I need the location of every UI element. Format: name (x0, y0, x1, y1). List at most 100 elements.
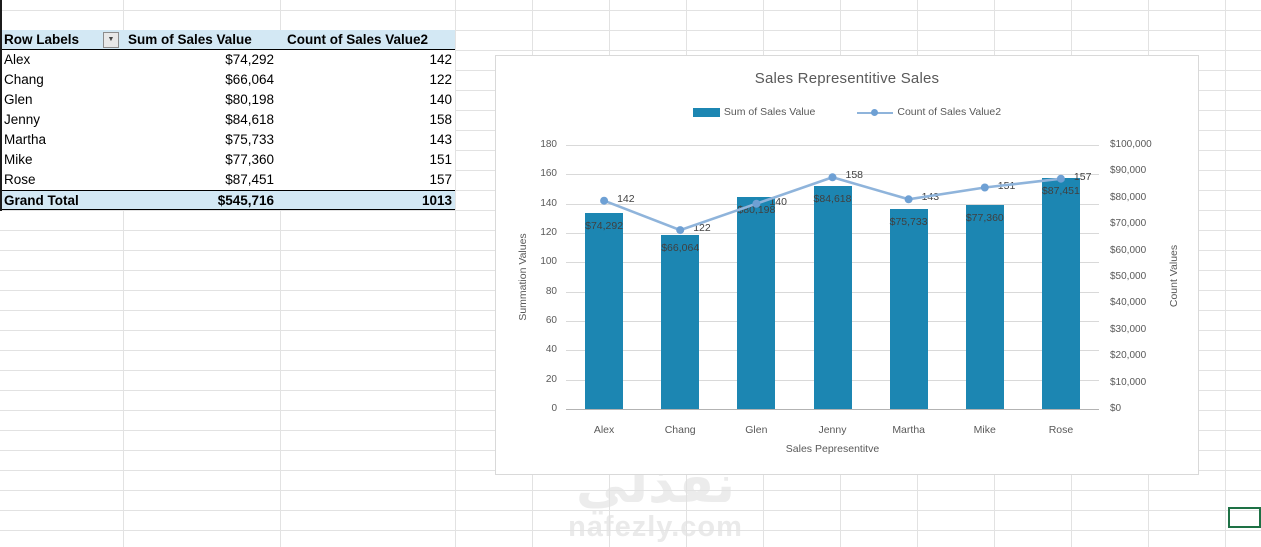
pivot-cell-sales: $77,360 (225, 152, 274, 167)
pivot-header-row-labels[interactable]: Row Labels (4, 32, 80, 47)
sheet-gridline-v (280, 0, 281, 547)
category-label: Jenny (818, 424, 847, 436)
chart-title: Sales Representitive Sales (754, 70, 940, 87)
pivot-cell-sales: $84,618 (225, 112, 274, 127)
left-axis-tick: 180 (540, 139, 557, 150)
pivot-cell-label: Rose (4, 172, 36, 187)
count-line-series[interactable] (566, 145, 1099, 419)
chart-legend: Sum of Sales Value Count of Sales Value2 (496, 106, 1198, 118)
bar-sum-of-sales[interactable] (813, 185, 852, 409)
line-data-label: 157 (1073, 170, 1092, 183)
sheet-gridline-h (0, 50, 1261, 51)
bar-data-label: $77,360 (965, 211, 1004, 224)
sales-chart[interactable]: Sales Representitive Sales Sum of Sales … (495, 55, 1199, 475)
sheet-gridline-h (0, 30, 1261, 31)
sheet-gridline-v (1225, 0, 1226, 547)
right-axis-tick: $20,000 (1110, 350, 1147, 362)
pivot-data-row[interactable]: Martha $75,733 143 (0, 130, 455, 150)
sheet-gridline-h (0, 10, 1261, 11)
plot-gridline (566, 145, 1099, 146)
right-axis-tick: $80,000 (1110, 191, 1147, 203)
pivot-cell-sales: $74,292 (225, 52, 274, 67)
line-path (603, 175, 1062, 232)
pivot-data-row[interactable]: Mike $77,360 151 (0, 150, 455, 170)
sheet-gridline-h (0, 530, 1261, 531)
legend-item-count[interactable]: Count of Sales Value2 (857, 106, 1001, 118)
pivot-cell-count: 140 (429, 92, 452, 107)
line-data-label: 142 (617, 192, 635, 205)
line-marker (676, 226, 685, 235)
x-axis-line (566, 409, 1099, 410)
bar-sum-of-sales[interactable] (889, 209, 928, 409)
pivot-data-row[interactable]: Glen $80,198 140 (0, 90, 455, 110)
line-swatch-icon (857, 108, 894, 117)
category-label: Glen (745, 424, 768, 436)
category-label: Chang (664, 424, 696, 436)
pivot-table: Row Labels ▼ Sum of Sales Value Count of… (0, 30, 455, 210)
pivot-cell-label: Alex (4, 52, 31, 67)
bar-data-label: $66,064 (661, 241, 700, 254)
category-label: Mike (973, 424, 996, 436)
bar-sum-of-sales[interactable] (965, 204, 1004, 409)
sheet-gridline-h (0, 490, 1261, 491)
right-axis-tick: $0 (1110, 403, 1122, 414)
pivot-cell-label: Glen (4, 92, 33, 107)
pivot-cell-sales: $75,733 (225, 132, 274, 147)
right-axis-tick: $40,000 (1110, 297, 1147, 309)
bar-sum-of-sales[interactable] (737, 197, 776, 409)
pivot-header-count[interactable]: Count of Sales Value2 (287, 32, 429, 47)
right-axis-tick: $70,000 (1110, 218, 1147, 230)
pivot-header-sum[interactable]: Sum of Sales Value (128, 32, 252, 47)
legend-item-sum[interactable]: Sum of Sales Value (692, 106, 815, 118)
filter-dropdown-icon: ▼ (107, 36, 115, 43)
legend-label-count: Count of Sales Value2 (897, 106, 1002, 118)
right-axis-tick: $50,000 (1110, 271, 1147, 282)
sheet-gridline-v (455, 0, 456, 547)
pivot-data-row[interactable]: Chang $66,064 122 (0, 70, 455, 90)
grand-total-label: Grand Total (4, 193, 79, 208)
left-axis-tick: 60 (545, 315, 557, 326)
line-marker (904, 195, 913, 204)
sheet-left-border (0, 0, 2, 211)
bar-swatch-icon (692, 107, 720, 117)
bar-sum-of-sales[interactable] (1041, 178, 1080, 409)
bar-sum-of-sales[interactable] (661, 234, 700, 409)
left-axis-tick: 80 (545, 285, 557, 297)
pivot-body: Alex $74,292 142 Chang $66,064 122 Glen $80,198… (0, 50, 455, 190)
grand-total-count: 1013 (421, 193, 452, 208)
left-axis-tick: 140 (540, 197, 557, 209)
row-labels-filter-button[interactable]: ▼ (103, 32, 119, 48)
pivot-cell-count: 151 (429, 152, 452, 167)
left-axis-tick: 160 (540, 168, 557, 180)
bar-data-label: $84,618 (813, 192, 852, 205)
bar-sum-of-sales[interactable] (585, 212, 624, 409)
left-axis-tick: 40 (545, 344, 557, 356)
bar-data-label: $74,292 (585, 219, 624, 232)
pivot-header-row: Row Labels ▼ Sum of Sales Value Count of… (0, 30, 455, 50)
pivot-data-row[interactable]: Alex $74,292 142 (0, 50, 455, 70)
line-marker (828, 173, 837, 182)
pivot-cell-count: 157 (429, 172, 452, 187)
pivot-data-row[interactable]: Jenny $84,618 158 (0, 110, 455, 130)
pivot-grand-total-row[interactable]: Grand Total $545,716 1013 (0, 190, 455, 210)
line-marker (752, 199, 761, 208)
left-axis-tick: 0 (551, 403, 557, 414)
watermark-site-text: nafezly.com (568, 510, 743, 543)
bar-data-label: $75,733 (889, 216, 928, 229)
category-label: Alex (593, 424, 615, 436)
pivot-cell-label: Jenny (4, 112, 41, 127)
category-label: Rose (1048, 424, 1074, 436)
pivot-cell-sales: $80,198 (225, 92, 274, 107)
pivot-cell-label: Martha (4, 132, 47, 147)
selected-cell[interactable] (1228, 507, 1261, 528)
x-axis-title: Sales Pepresentitve (785, 443, 880, 455)
right-axis-tick: $60,000 (1110, 244, 1147, 256)
line-marker (980, 183, 989, 192)
pivot-data-row[interactable]: Rose $87,451 157 (0, 170, 455, 190)
right-axis-tick: $90,000 (1110, 165, 1147, 177)
right-axis-title: Count Values (1168, 244, 1180, 308)
pivot-cell-label: Chang (4, 72, 44, 87)
right-axis-tick: $10,000 (1110, 376, 1147, 388)
pivot-cell-label: Mike (4, 152, 33, 167)
